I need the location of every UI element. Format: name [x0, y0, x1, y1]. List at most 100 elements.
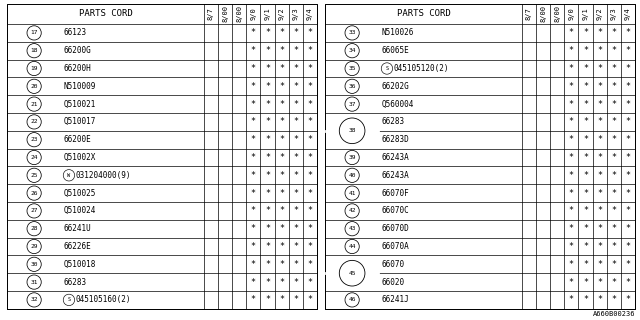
Text: *: *	[307, 82, 312, 91]
Text: *: *	[307, 171, 312, 180]
Text: 46: 46	[348, 297, 356, 302]
Circle shape	[63, 294, 75, 306]
Text: 66202G: 66202G	[381, 82, 409, 91]
Text: *: *	[597, 278, 602, 287]
Text: S: S	[67, 297, 70, 302]
Circle shape	[27, 221, 41, 236]
Circle shape	[27, 150, 41, 164]
Text: *: *	[583, 206, 588, 215]
Text: *: *	[279, 28, 284, 37]
Text: *: *	[265, 242, 270, 251]
Circle shape	[345, 186, 359, 200]
Text: 21: 21	[30, 101, 38, 107]
Text: 36: 36	[348, 84, 356, 89]
Text: *: *	[279, 171, 284, 180]
Text: 28: 28	[30, 226, 38, 231]
Text: *: *	[293, 242, 298, 251]
Text: 18: 18	[30, 48, 38, 53]
Text: *: *	[625, 242, 630, 251]
Text: *: *	[625, 278, 630, 287]
Text: 25: 25	[30, 173, 38, 178]
Circle shape	[345, 97, 359, 111]
Circle shape	[345, 44, 359, 58]
Text: *: *	[583, 278, 588, 287]
Text: *: *	[625, 117, 630, 126]
Text: 66020: 66020	[381, 278, 404, 287]
Text: 43: 43	[348, 226, 356, 231]
Text: *: *	[597, 295, 602, 304]
Text: 9/0: 9/0	[250, 8, 257, 20]
Text: 19: 19	[30, 66, 38, 71]
Text: *: *	[597, 206, 602, 215]
Text: *: *	[597, 117, 602, 126]
Text: *: *	[307, 295, 312, 304]
Text: 045105120(2): 045105120(2)	[394, 64, 449, 73]
Text: 38: 38	[348, 128, 356, 133]
Text: N510009: N510009	[63, 82, 95, 91]
Text: *: *	[251, 171, 256, 180]
Text: *: *	[583, 117, 588, 126]
Circle shape	[27, 168, 41, 182]
Text: *: *	[293, 260, 298, 269]
Text: *: *	[611, 206, 616, 215]
Text: *: *	[307, 153, 312, 162]
Text: *: *	[265, 117, 270, 126]
Text: *: *	[265, 100, 270, 108]
Text: 66070: 66070	[381, 260, 404, 269]
Text: *: *	[307, 260, 312, 269]
Text: 22: 22	[30, 119, 38, 124]
Circle shape	[345, 150, 359, 164]
Text: *: *	[597, 46, 602, 55]
Text: 66070F: 66070F	[381, 188, 409, 198]
Text: 40: 40	[348, 173, 356, 178]
Text: *: *	[251, 260, 256, 269]
Text: 8/7: 8/7	[208, 8, 214, 20]
Text: *: *	[625, 28, 630, 37]
Text: *: *	[569, 278, 574, 287]
Circle shape	[27, 275, 41, 289]
Circle shape	[381, 63, 393, 74]
Text: *: *	[625, 206, 630, 215]
Text: *: *	[597, 82, 602, 91]
Text: *: *	[265, 206, 270, 215]
Text: *: *	[625, 295, 630, 304]
Text: 66283: 66283	[381, 117, 404, 126]
Text: *: *	[279, 153, 284, 162]
Text: *: *	[611, 153, 616, 162]
Text: *: *	[307, 28, 312, 37]
Text: *: *	[611, 82, 616, 91]
Text: 35: 35	[348, 66, 356, 71]
Circle shape	[27, 257, 41, 271]
Text: 66200G: 66200G	[63, 46, 91, 55]
Text: *: *	[611, 64, 616, 73]
Text: *: *	[279, 135, 284, 144]
Text: *: *	[611, 46, 616, 55]
Text: 8/00: 8/00	[540, 5, 546, 22]
Text: *: *	[293, 295, 298, 304]
Text: 045105160(2): 045105160(2)	[76, 295, 131, 304]
Text: *: *	[265, 171, 270, 180]
Text: 9/2: 9/2	[596, 8, 603, 20]
Text: *: *	[625, 46, 630, 55]
Text: *: *	[569, 135, 574, 144]
Text: *: *	[251, 64, 256, 73]
Text: *: *	[251, 82, 256, 91]
Circle shape	[63, 170, 75, 181]
Text: 66200H: 66200H	[63, 64, 91, 73]
Text: *: *	[597, 171, 602, 180]
Text: *: *	[293, 153, 298, 162]
Text: *: *	[307, 64, 312, 73]
Text: Q510017: Q510017	[63, 117, 95, 126]
Circle shape	[27, 97, 41, 111]
Text: *: *	[251, 153, 256, 162]
Text: 8/00: 8/00	[554, 5, 560, 22]
Text: *: *	[597, 28, 602, 37]
Text: *: *	[583, 188, 588, 198]
Text: *: *	[569, 242, 574, 251]
Text: *: *	[611, 295, 616, 304]
Text: *: *	[307, 46, 312, 55]
Text: 23: 23	[30, 137, 38, 142]
Text: *: *	[279, 188, 284, 198]
Text: 66243A: 66243A	[381, 153, 409, 162]
Text: 66283D: 66283D	[381, 135, 409, 144]
